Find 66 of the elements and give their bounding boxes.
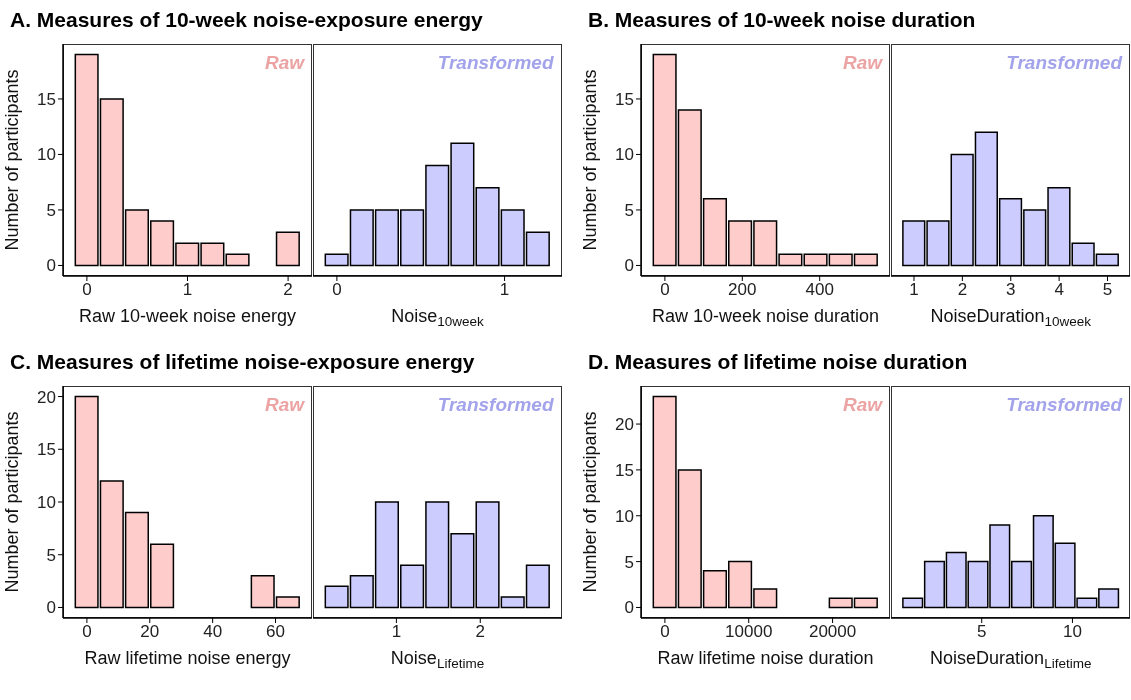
x-tick-label: 2	[475, 622, 485, 642]
annotation: Transformed	[1005, 394, 1122, 416]
x-tick-label: 1	[499, 280, 509, 300]
x-axis-title: Noise$_{10week}$	[390, 306, 484, 330]
y-axis-title: Number of participants	[580, 411, 600, 593]
x-axis-title: NoiseDuration$_{10week}$	[929, 306, 1091, 330]
x-axis-title: Raw lifetime noise energy	[84, 648, 291, 668]
y-axis-title: Number of participants	[2, 411, 22, 593]
x-tick-label: 1	[391, 622, 401, 642]
annotation: Raw	[841, 394, 882, 416]
annotation: Transformed	[1005, 52, 1122, 74]
y-tick-label: 5	[624, 200, 634, 220]
x-axis-title: Raw lifetime noise duration	[657, 648, 874, 668]
x-tick-label: 2	[283, 280, 293, 300]
chart-title: A. Measures of 10-week noise-exposure energy	[10, 8, 483, 32]
x-tick-label: 0	[82, 280, 92, 300]
y-tick-label: 10	[37, 145, 56, 165]
x-tick-label: 10000	[725, 622, 773, 642]
x-tick-label: 20	[140, 622, 160, 642]
x-tick-label: 5	[1102, 280, 1112, 300]
chart-title: C. Measures of lifetime noise-exposure energy	[10, 350, 475, 374]
y-tick-label: 15	[37, 440, 56, 460]
y-tick-label: 0	[46, 598, 56, 618]
annotation: Raw	[841, 52, 882, 74]
x-tick-label: 20000	[808, 622, 857, 642]
annotation: Transformed	[436, 52, 554, 74]
x-tick-label: 0	[331, 280, 342, 300]
annotation: Raw	[263, 394, 304, 416]
x-tick-label: 10	[1062, 622, 1082, 642]
y-axis-title: Number of participants	[580, 69, 600, 251]
chart-title: D. Measures of lifetime noise duration	[588, 350, 968, 374]
x-tick-label: 40	[203, 622, 223, 642]
y-tick-label: 0	[46, 256, 56, 276]
x-axis-title: NoiseDuration$_{Lifetime}$	[929, 648, 1091, 672]
y-tick-label: 15	[615, 460, 634, 480]
x-tick-label: 0	[660, 622, 670, 642]
y-tick-label: 10	[615, 506, 634, 526]
chart-title: B. Measures of 10-week noise duration	[588, 8, 976, 32]
y-tick-label: 15	[615, 89, 634, 109]
x-tick-label: 0	[660, 280, 670, 300]
x-tick-label: 1	[908, 280, 919, 300]
x-axis-title: Raw 10-week noise energy	[78, 306, 297, 326]
y-tick-label: 5	[46, 200, 56, 220]
x-tick-label: 60	[266, 622, 285, 642]
y-tick-label: 5	[624, 552, 634, 572]
y-tick-label: 15	[37, 89, 56, 109]
x-tick-label: 200	[728, 280, 757, 300]
x-tick-label: 400	[805, 280, 834, 300]
y-tick-label: 5	[46, 545, 56, 565]
annotation: Raw	[263, 52, 304, 74]
x-axis-title: Raw 10-week noise duration	[651, 306, 880, 326]
x-tick-label: 0	[82, 622, 92, 642]
annotation: Transformed	[436, 394, 554, 416]
y-tick-label: 10	[615, 145, 634, 165]
y-tick-label: 0	[624, 256, 634, 276]
y-tick-label: 20	[37, 387, 56, 407]
x-tick-label: 5	[976, 622, 986, 642]
x-axis-title: Noise$_{Lifetime}$	[390, 648, 484, 672]
y-tick-label: 20	[615, 415, 634, 435]
y-axis-title: Number of participants	[2, 69, 22, 251]
y-tick-label: 0	[624, 598, 634, 618]
x-tick-label: 3	[1005, 280, 1015, 300]
y-tick-label: 10	[37, 493, 56, 513]
x-tick-label: 1	[182, 280, 193, 300]
x-tick-label: 4	[1053, 280, 1064, 300]
x-tick-label: 2	[957, 280, 967, 300]
